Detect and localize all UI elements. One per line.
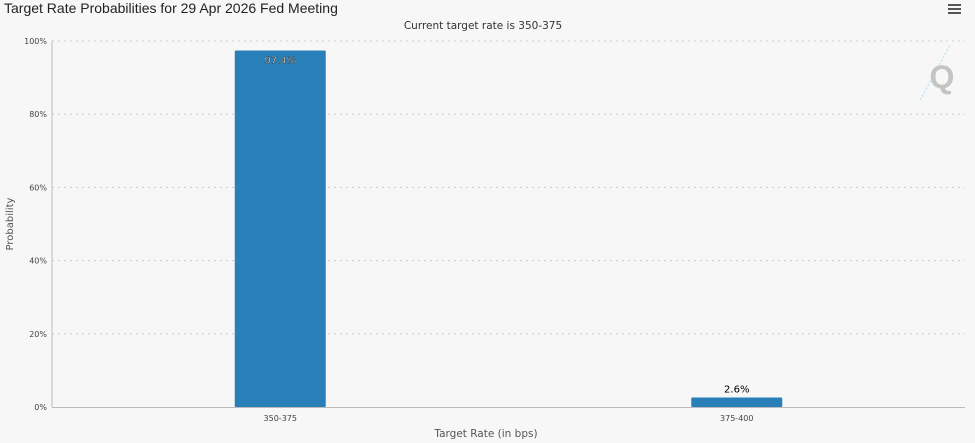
y-tick-label: 20% — [29, 330, 47, 339]
y-tick-label: 100% — [24, 37, 47, 46]
y-tick-label: 0% — [34, 403, 47, 412]
y-tick-label: 60% — [29, 183, 47, 192]
x-tick-label: 350-375 — [264, 414, 297, 423]
hamburger-menu-icon[interactable] — [948, 4, 961, 16]
y-axis-label: Probability — [5, 197, 16, 250]
watermark-logo: Q — [919, 44, 955, 101]
data-label: 2.6% — [724, 384, 749, 395]
chart-subtitle: Current target rate is 350-375 — [404, 20, 562, 32]
watermark-q: Q — [930, 59, 955, 95]
x-axis-label: Target Rate (in bps) — [433, 428, 537, 440]
x-tick-label: 375-400 — [720, 414, 753, 423]
chart-title: Target Rate Probabilities for 29 Apr 202… — [4, 0, 338, 16]
y-tick-label: 40% — [29, 257, 47, 266]
data-label: 97.4% — [264, 56, 296, 67]
y-tick-label: 80% — [29, 110, 47, 119]
bar — [691, 397, 783, 407]
bar — [234, 50, 326, 408]
